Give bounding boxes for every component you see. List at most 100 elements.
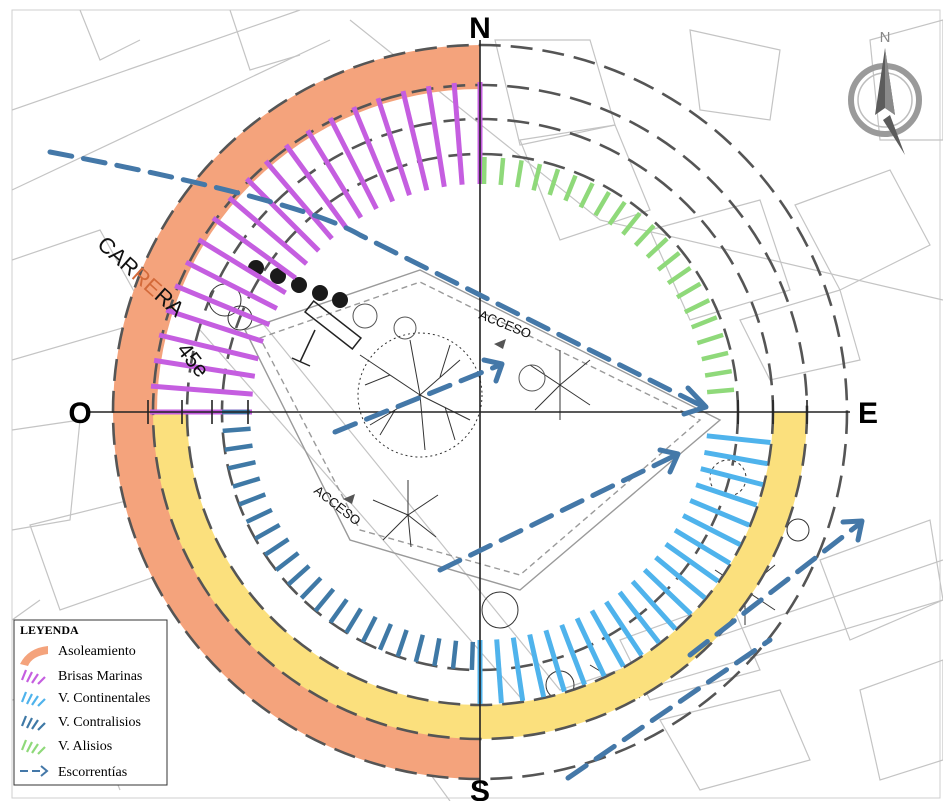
contralisios-tick xyxy=(469,641,476,670)
legend-item-escorrentias: Escorrentías xyxy=(20,765,127,780)
contralisios-tick xyxy=(222,426,251,434)
brisas-tick xyxy=(153,357,256,379)
legend-label-escorrentias: Escorrentías xyxy=(58,765,127,780)
brisas-tick xyxy=(425,85,447,188)
south-label: S xyxy=(470,775,490,801)
alisios-tick xyxy=(563,174,578,202)
continentales-tick xyxy=(510,637,526,702)
alisios-tick xyxy=(531,163,543,191)
legend-swatch-continentales xyxy=(20,691,46,707)
alisios-tick xyxy=(578,182,595,209)
contralisios-tick xyxy=(274,551,300,572)
site-parcel xyxy=(244,269,722,591)
continentales-tick xyxy=(617,590,661,645)
continentales-tick xyxy=(630,579,678,631)
contralisios-tick xyxy=(413,634,425,663)
contralisios-tick xyxy=(232,476,261,489)
brisas-tick xyxy=(174,283,271,328)
continentales-tick xyxy=(543,629,567,693)
legend-swatch-contralisios xyxy=(20,715,46,731)
contralisios-tick xyxy=(450,640,459,669)
arrowhead-se-1 xyxy=(840,518,865,543)
arrowhead-south xyxy=(657,447,681,475)
continentales-tick xyxy=(559,624,587,686)
east-label: E xyxy=(858,397,878,430)
compass-north-label: N xyxy=(880,29,891,46)
legend-title: LEYENDA xyxy=(20,623,79,637)
legend-label-asoleamiento: Asoleamiento xyxy=(58,644,136,659)
brisas-tick xyxy=(227,195,309,266)
alisios-tick xyxy=(666,266,692,286)
alisios-tick xyxy=(514,160,524,188)
brisas-tick xyxy=(197,237,287,296)
contralisios-tick xyxy=(328,598,349,624)
brisas-tick xyxy=(305,129,364,219)
brisas-tick xyxy=(283,143,349,229)
alisios-tick xyxy=(704,368,733,378)
alisios-tick xyxy=(547,168,561,196)
brisas-tick xyxy=(211,215,297,281)
legend-swatch-escorrentias xyxy=(20,765,49,777)
brisas-tick xyxy=(351,106,396,203)
legend-item-asoleamiento: Asoleamiento xyxy=(20,644,136,666)
legend-label-alisios: V. Alisios xyxy=(58,739,112,754)
brisas-tick xyxy=(400,90,430,191)
arrowhead-north xyxy=(681,385,709,417)
legend-box xyxy=(13,619,168,786)
legend-swatch-asoleamiento xyxy=(20,646,48,666)
runoff-arrow-se-2 xyxy=(565,637,773,781)
contralisios-tick xyxy=(377,623,393,651)
cardinal-axes xyxy=(90,40,850,790)
continentales-tick xyxy=(494,639,504,704)
legend-label-brisas: Brisas Marinas xyxy=(58,669,142,684)
continentales-tick xyxy=(689,498,751,528)
continentales-tick xyxy=(642,567,693,616)
contralisios-tick xyxy=(432,637,442,667)
contralisios-tick xyxy=(286,564,311,587)
west-label: O xyxy=(68,397,91,430)
brisas-tick xyxy=(158,332,259,362)
alisios-tick xyxy=(675,281,702,300)
contralisios-tick xyxy=(238,492,267,507)
contralisios-tick xyxy=(395,629,409,658)
runoff-arrow-north xyxy=(47,149,703,408)
contralisios-tick xyxy=(344,607,363,634)
runoff-arrow-se-1 xyxy=(687,522,861,658)
continentales-tick xyxy=(681,513,742,547)
continentales-tick xyxy=(703,449,768,467)
sun-ring-orange xyxy=(113,45,480,779)
continentales-tick xyxy=(673,527,732,566)
legend-label-continentales: V. Continentales xyxy=(58,691,150,706)
continentales-tick xyxy=(589,609,626,668)
access-arrows xyxy=(343,339,506,504)
brisas-tick xyxy=(150,383,253,397)
contralisios-tick xyxy=(263,537,290,557)
arrowhead-center xyxy=(481,357,505,384)
continentales-tick xyxy=(574,617,607,678)
legend-item-contralisios: V. Contralisios xyxy=(20,715,141,731)
brisas-tick xyxy=(375,97,412,196)
compass-rose: N xyxy=(848,29,922,155)
contralisios-tick xyxy=(245,507,273,524)
brisas-tick xyxy=(244,176,321,253)
alisios-tick xyxy=(593,190,611,217)
continentales-tick xyxy=(706,433,771,445)
alisios-tick xyxy=(498,157,506,186)
continentales-tick xyxy=(664,542,720,584)
alisios-tick xyxy=(645,237,669,259)
runoff-arrow-center xyxy=(332,362,503,435)
alisios-tick xyxy=(481,156,487,185)
continentales-tick xyxy=(700,466,764,488)
north-label: N xyxy=(469,12,491,45)
contralisios-tick xyxy=(254,522,281,541)
brisas-tick xyxy=(263,159,334,241)
stair-symbol xyxy=(291,299,363,367)
sun-ring-yellow-left xyxy=(153,412,480,739)
alisios-tick xyxy=(656,251,681,272)
brisas-tick xyxy=(184,259,279,311)
alisios-tick xyxy=(607,200,627,226)
continentales-tick xyxy=(527,633,547,698)
legend-swatch-alisios xyxy=(20,739,46,755)
